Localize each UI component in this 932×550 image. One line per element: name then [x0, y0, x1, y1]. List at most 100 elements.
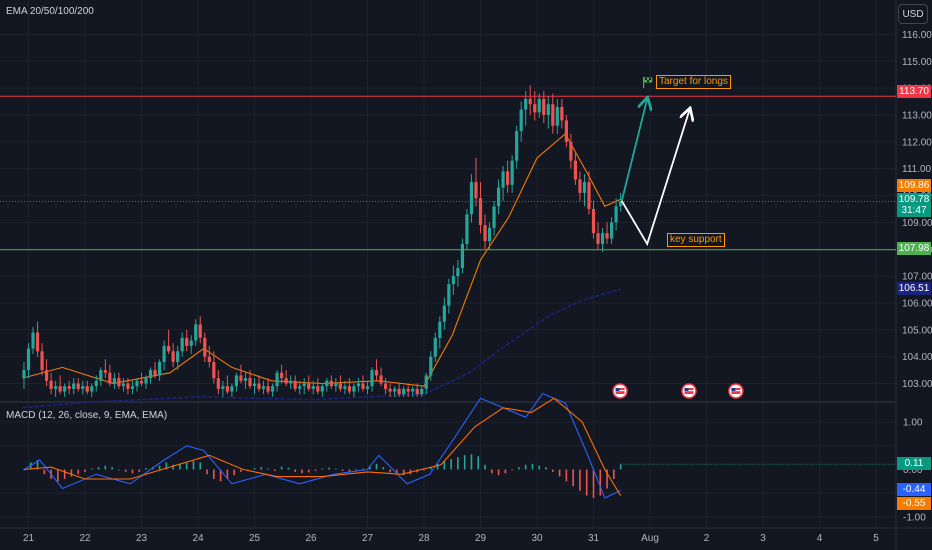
candle-body	[72, 383, 76, 389]
macd-hist-bar	[368, 465, 371, 470]
currency-button[interactable]: USD	[898, 4, 928, 24]
candle	[194, 319, 198, 346]
macd-hist-bar	[497, 469, 500, 476]
candle-body	[85, 386, 89, 392]
ema-lines	[22, 132, 621, 409]
candle	[582, 174, 587, 207]
candle	[76, 378, 80, 392]
price-tick-label: 116.00	[902, 30, 932, 41]
time-tick-label: 22	[79, 533, 91, 544]
macd-hist-bar	[253, 468, 256, 470]
ema-fast-price-tag: 109.86	[897, 179, 931, 192]
candle	[365, 380, 370, 395]
candle-body	[356, 383, 361, 387]
candle	[85, 380, 89, 395]
candle	[148, 367, 153, 384]
candle	[361, 375, 365, 392]
candle-body	[379, 375, 383, 384]
macd-hist-bar	[545, 467, 547, 470]
macd-hist-bar	[423, 469, 425, 471]
macd-hist-bar	[592, 469, 595, 498]
candle-body	[334, 383, 338, 387]
candle	[212, 351, 216, 384]
candle	[103, 359, 107, 379]
macd-hist-bar	[294, 469, 296, 472]
candle	[533, 90, 537, 121]
candle	[171, 343, 175, 368]
candle	[243, 372, 248, 389]
candle	[99, 367, 103, 387]
macd-hist-bar	[511, 469, 513, 471]
candle	[569, 133, 573, 169]
time-tick-label: Aug	[641, 533, 659, 544]
candle	[551, 93, 555, 134]
macd-hist-bar	[396, 469, 398, 475]
candle	[338, 375, 342, 392]
candle	[447, 278, 451, 314]
candle	[54, 380, 58, 397]
macd-hist-bar	[335, 468, 337, 470]
candle-body	[338, 383, 342, 389]
candle-body	[112, 378, 116, 384]
macd-hist-bar	[233, 469, 235, 476]
candle-body	[185, 337, 189, 346]
candle	[374, 359, 379, 381]
candle-body	[456, 268, 460, 277]
candle-body	[198, 324, 202, 338]
candle-body	[569, 141, 573, 161]
candle	[207, 345, 211, 368]
candle	[510, 155, 514, 193]
candle-body	[424, 375, 428, 389]
candle-body	[411, 388, 415, 392]
candle	[35, 321, 40, 357]
candle-body	[289, 380, 293, 384]
candle	[429, 351, 433, 381]
macd-hist-bar	[274, 469, 276, 471]
candle	[67, 380, 71, 395]
candle	[234, 372, 239, 392]
candle-body	[81, 386, 85, 389]
macd-line-tag: -0.44	[897, 483, 931, 496]
target-annotation[interactable]: Target for longs	[656, 75, 731, 89]
candle-body	[605, 233, 609, 239]
macd-hist-bar	[585, 469, 588, 496]
macd-hist-bar	[355, 469, 357, 471]
candle-body	[252, 383, 257, 387]
macd-title[interactable]: MACD (12, 26, close, 9, EMA, EMA)	[6, 410, 168, 421]
candle-body	[352, 386, 356, 392]
candle-body	[40, 351, 44, 371]
price-tick-label: 113.00	[902, 111, 932, 122]
candle-body	[433, 337, 437, 357]
projection-arrow-white	[621, 110, 690, 247]
support-annotation[interactable]: key support	[667, 233, 725, 247]
candle-body	[582, 182, 587, 193]
macd-hist-bar	[70, 469, 73, 477]
candle-body	[230, 386, 234, 392]
candle-body	[519, 109, 523, 132]
projection-arrows	[620, 99, 690, 247]
candle-body	[293, 380, 297, 389]
macd-hist-bar	[606, 469, 608, 489]
candle	[180, 332, 184, 357]
candle	[456, 259, 460, 287]
candle	[117, 372, 121, 389]
macd-hist-bar	[179, 463, 181, 470]
candle	[289, 375, 293, 389]
candle-body	[474, 182, 478, 199]
time-tick-label: 2	[704, 533, 710, 544]
flag-canton	[731, 388, 736, 391]
candle-body	[609, 222, 614, 239]
candle-body	[361, 383, 365, 389]
candle-body	[465, 214, 469, 244]
macd-hist-bar	[124, 469, 127, 472]
macd-hist-bar	[145, 468, 147, 470]
candle	[501, 166, 505, 201]
us-flag-icon	[612, 383, 628, 399]
macd-hist-bar	[429, 467, 432, 470]
candle	[370, 367, 374, 392]
candle	[280, 364, 284, 384]
candle	[275, 370, 279, 392]
indicator-title[interactable]: EMA 20/50/100/200	[6, 6, 94, 17]
